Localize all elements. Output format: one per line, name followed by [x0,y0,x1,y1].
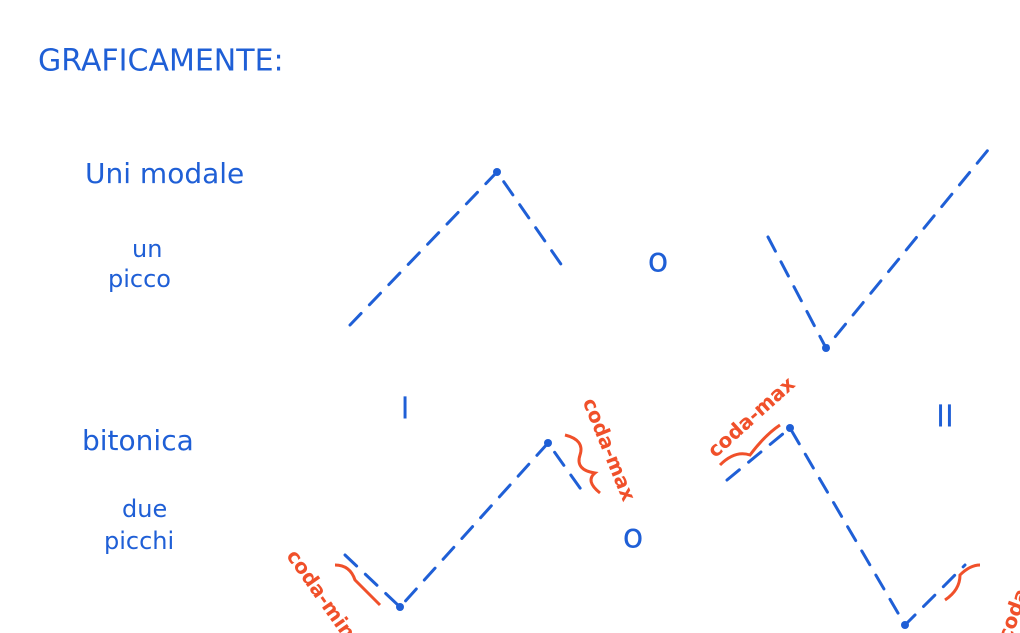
vertex [901,621,909,629]
brace [564,433,601,495]
title: GRAFICAMENTE: [38,44,284,79]
vertex [544,439,552,447]
bitonic-i [343,440,587,610]
case-label: II [936,400,954,435]
vertex [396,603,404,611]
row-sublabel: un [132,235,162,263]
vertex [493,168,501,176]
case-label: I [401,392,410,427]
brace [718,423,781,467]
vertex [786,424,794,432]
brace [334,563,382,607]
row-sublabel: picco [108,265,171,293]
row-sublabel: due [122,495,167,523]
bitonic-ii [725,425,967,628]
vertex [822,344,830,352]
separator: o [648,241,669,281]
row-label: Uni modale [85,157,244,190]
separator: o [623,517,644,557]
row-sublabel: picchi [104,527,174,555]
brace [944,563,981,602]
row-label: bitonica [82,424,194,457]
